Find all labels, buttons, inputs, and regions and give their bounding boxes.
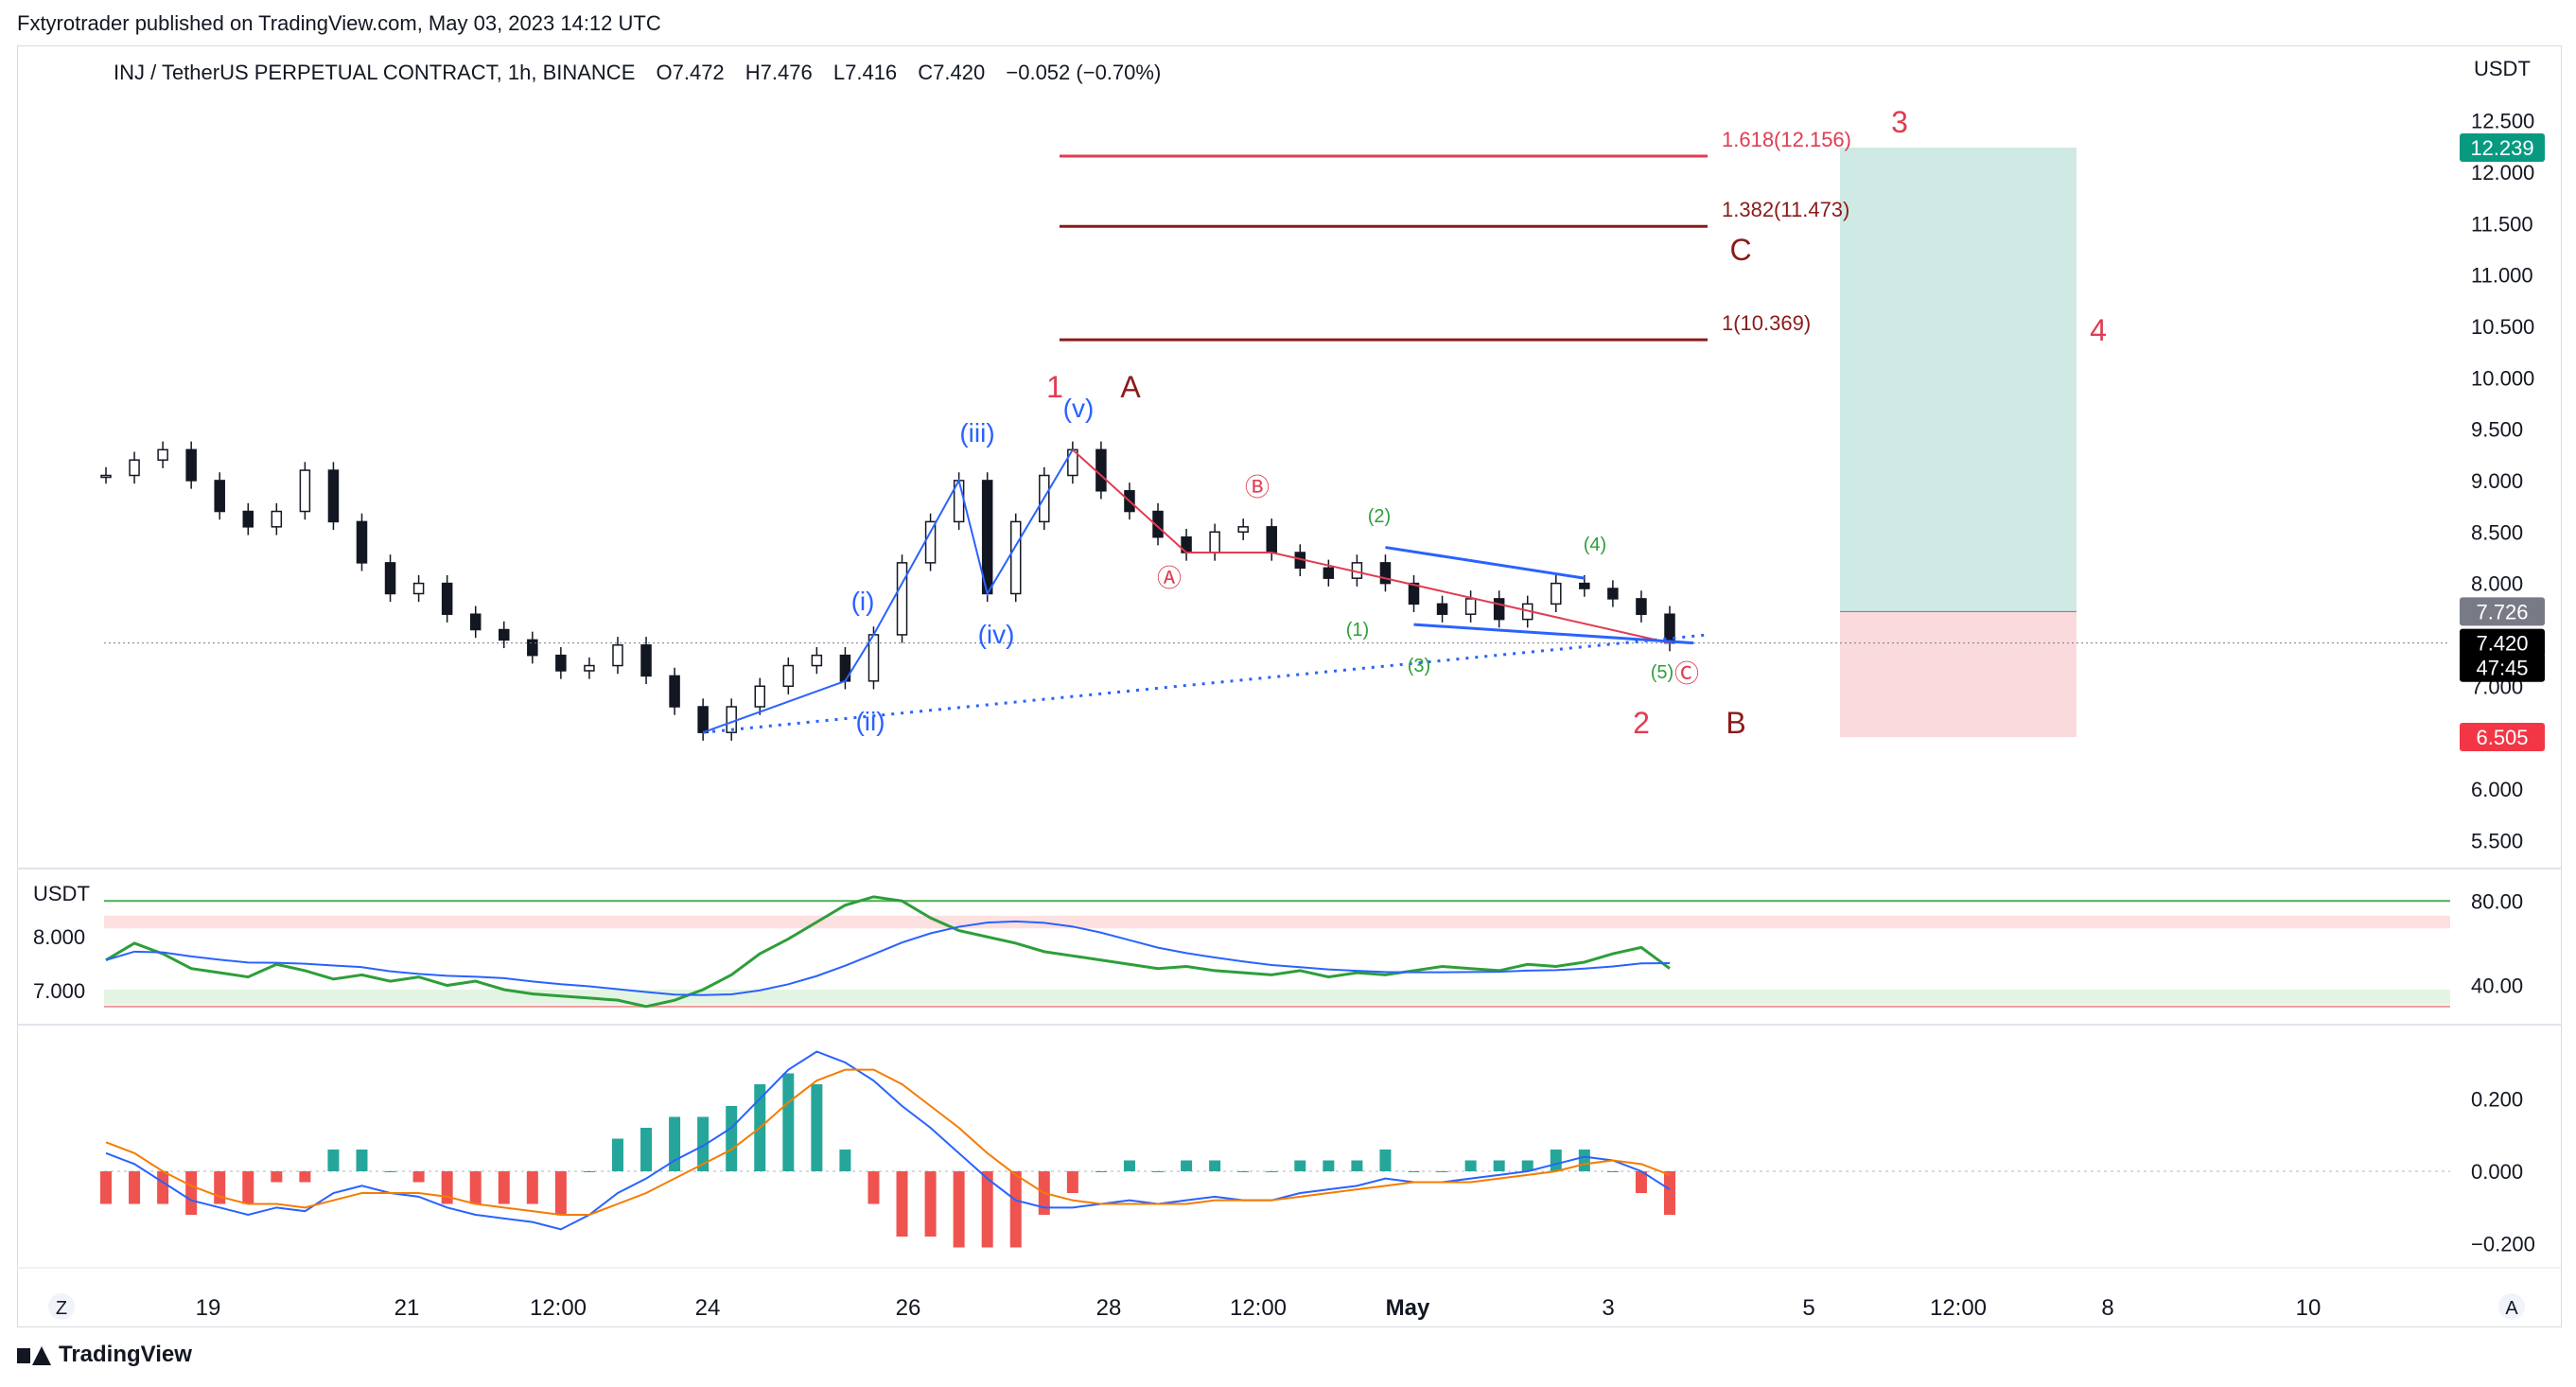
ohlc-high: H7.476: [745, 61, 813, 84]
tradingview-footer: TradingView: [17, 1342, 192, 1368]
ohlc-low: L7.416: [832, 61, 898, 84]
tradingview-logo-icon: [17, 1344, 51, 1365]
publish-header: Fxtyrotrader published on TradingView.co…: [17, 11, 661, 35]
ohlc-change: −0.052 (−0.70%): [1006, 61, 1162, 84]
chart-frame: [17, 45, 2562, 1327]
symbol-info: INJ / TetherUS PERPETUAL CONTRACT, 1h, B…: [114, 61, 1176, 85]
footer-brand: TradingView: [59, 1342, 192, 1367]
ohlc-open: O7.472: [656, 61, 725, 84]
ohlc-close: C7.420: [918, 61, 986, 84]
symbol-name[interactable]: INJ / TetherUS PERPETUAL CONTRACT, 1h, B…: [114, 61, 636, 84]
